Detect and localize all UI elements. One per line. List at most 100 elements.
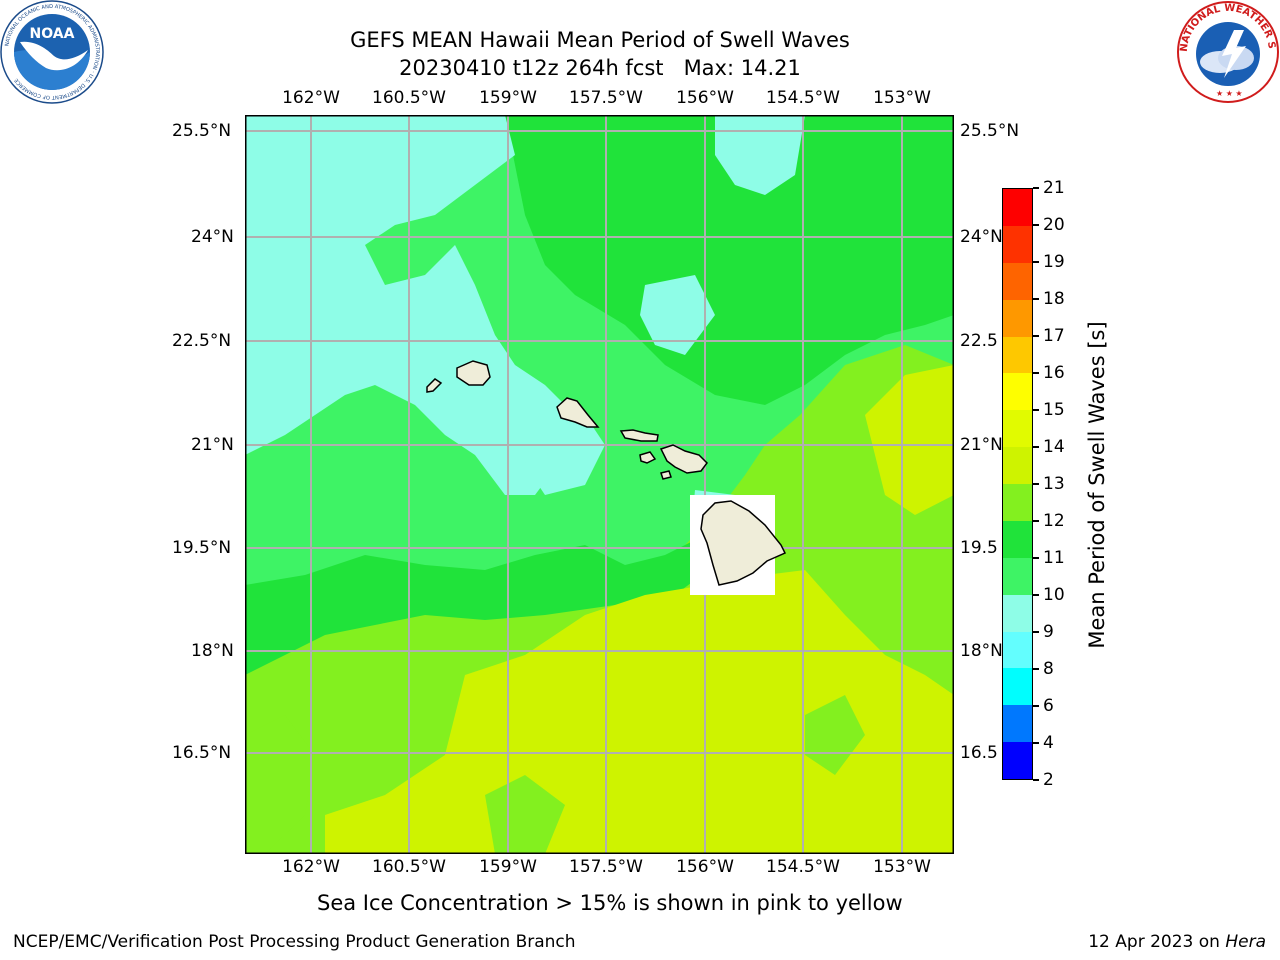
colorbar-segment (1003, 557, 1032, 595)
lat-label-right: 19.5 (960, 538, 998, 558)
colorbar-tick-label: 12 (1043, 511, 1065, 531)
lon-label-bottom: 156°W (676, 857, 734, 877)
colorbar (1002, 188, 1033, 780)
island-kauai (456, 360, 491, 386)
colorbar-segment (1003, 225, 1032, 263)
island-hawaii (700, 500, 787, 586)
lon-label-top: 162°W (282, 88, 340, 108)
lon-label-bottom: 162°W (282, 857, 340, 877)
colorbar-tick-mark (1033, 298, 1039, 300)
colorbar-segment (1003, 668, 1032, 706)
colorbar-tick-label: 15 (1043, 400, 1065, 420)
svg-text:★ ★ ★: ★ ★ ★ (1216, 89, 1243, 98)
colorbar-segment (1003, 484, 1032, 521)
colorbar-tick-mark (1033, 594, 1039, 596)
chart-subtitle: 20230410 t12z 264h fcst Max: 14.21 (399, 56, 801, 80)
colorbar-segment (1003, 373, 1032, 411)
colorbar-tick-mark (1033, 446, 1039, 448)
colorbar-tick-label: 4 (1043, 733, 1054, 753)
footer-machine: Hera (1225, 932, 1266, 952)
colorbar-segment (1003, 336, 1032, 374)
colorbar-tick-mark (1033, 372, 1039, 374)
colorbar-tick-mark (1033, 224, 1039, 226)
lat-label-left: 22.5°N (172, 331, 232, 351)
lon-label-top: 154.5°W (766, 88, 840, 108)
colorbar-tick-label: 8 (1043, 659, 1054, 679)
footer-credit: NCEP/EMC/Verification Post Processing Pr… (13, 932, 576, 952)
lat-label-left: 19.5°N (172, 538, 232, 558)
colorbar-segment (1003, 410, 1032, 448)
lon-label-bottom: 157.5°W (569, 857, 643, 877)
colorbar-tick-label: 21 (1043, 178, 1065, 198)
colorbar-tick-mark (1033, 557, 1039, 559)
map-caption: Sea Ice Concentration > 15% is shown in … (317, 891, 903, 915)
map-grid (245, 115, 954, 854)
colorbar-ticks: 2 4 6 8 9 10 11 12 13 14 15 16 17 18 19 20 21 (1033, 178, 1073, 790)
colorbar-segment (1003, 447, 1032, 484)
colorbar-tick-label: 2 (1043, 770, 1054, 790)
colorbar-segment (1003, 742, 1032, 779)
lat-label-right: 21°N (960, 435, 1003, 455)
map-panel (245, 115, 954, 854)
lon-label-top: 153°W (873, 88, 931, 108)
field-cyan-north (640, 275, 715, 355)
colorbar-segment (1003, 189, 1032, 226)
colorbar-tick-label: 17 (1043, 326, 1065, 346)
noaa-text: NOAA (30, 26, 75, 42)
field-lime-patch-2 (805, 695, 865, 775)
field-yellow (325, 570, 954, 854)
lon-label-bottom: 160.5°W (372, 857, 446, 877)
colorbar-tick-mark (1033, 668, 1039, 670)
colorbar-tick-label: 10 (1043, 585, 1065, 605)
colorbar-tick-mark (1033, 261, 1039, 263)
lat-label-left: 18°N (191, 641, 234, 661)
colorbar-tick-label: 19 (1043, 252, 1065, 272)
colorbar-tick-label: 20 (1043, 215, 1065, 235)
lon-label-top: 156°W (676, 88, 734, 108)
island-kahoolawe (660, 470, 672, 480)
colorbar-tick-label: 18 (1043, 289, 1065, 309)
colorbar-tick-mark (1033, 742, 1039, 744)
lon-label-top: 159°W (479, 88, 537, 108)
nws-logo: NATIONAL WEATHER SERVICE ★ ★ ★ (1176, 0, 1279, 103)
lat-label-right: 24°N (960, 227, 1003, 247)
colorbar-segment (1003, 299, 1032, 337)
lon-label-bottom: 154.5°W (766, 857, 840, 877)
lat-label-left: 21°N (191, 435, 234, 455)
island-maui (659, 444, 708, 474)
colorbar-tick-mark (1033, 779, 1039, 781)
colorbar-tick-label: 9 (1043, 622, 1054, 642)
lat-label-left: 24°N (191, 227, 234, 247)
colorbar-segment (1003, 520, 1032, 558)
colorbar-tick-label: 13 (1043, 474, 1065, 494)
colorbar-tick-label: 6 (1043, 696, 1054, 716)
colorbar-tick-mark (1033, 483, 1039, 485)
colorbar-title: Mean Period of Swell Waves [s] (1085, 321, 1109, 649)
island-lanai (639, 451, 657, 464)
colorbar-tick-label: 11 (1043, 548, 1065, 568)
colorbar-tick-mark (1033, 409, 1039, 411)
field-lime-patch-3 (245, 715, 315, 854)
field-green-dark-sw (245, 535, 715, 675)
map-frame (245, 115, 954, 854)
colorbar-segment (1003, 705, 1032, 743)
lat-label-left: 25.5°N (172, 121, 232, 141)
field-green-dark-ne (505, 115, 954, 405)
colorbar-tick-mark (1033, 187, 1039, 189)
colorbar-segment (1003, 594, 1032, 632)
chart-title: GEFS MEAN Hawaii Mean Period of Swell Wa… (350, 28, 850, 52)
field-cyan-ne (715, 115, 805, 195)
colorbar-tick-mark (1033, 705, 1039, 707)
lon-label-top: 157.5°W (569, 88, 643, 108)
lon-label-top: 160.5°W (372, 88, 446, 108)
islands (426, 360, 787, 595)
colorbar-segment (1003, 262, 1032, 300)
field-lime-patch-1 (485, 775, 565, 854)
island-niihau (426, 378, 443, 393)
field-yellow-se (865, 365, 954, 515)
footer-date: 12 Apr 2023 on Hera (1088, 932, 1266, 952)
lat-label-right: 25.5°N (960, 121, 1020, 141)
colorbar-tick-label: 16 (1043, 363, 1065, 383)
colorbar-segment (1003, 631, 1032, 669)
lat-label-right: 16.5 (960, 743, 998, 763)
